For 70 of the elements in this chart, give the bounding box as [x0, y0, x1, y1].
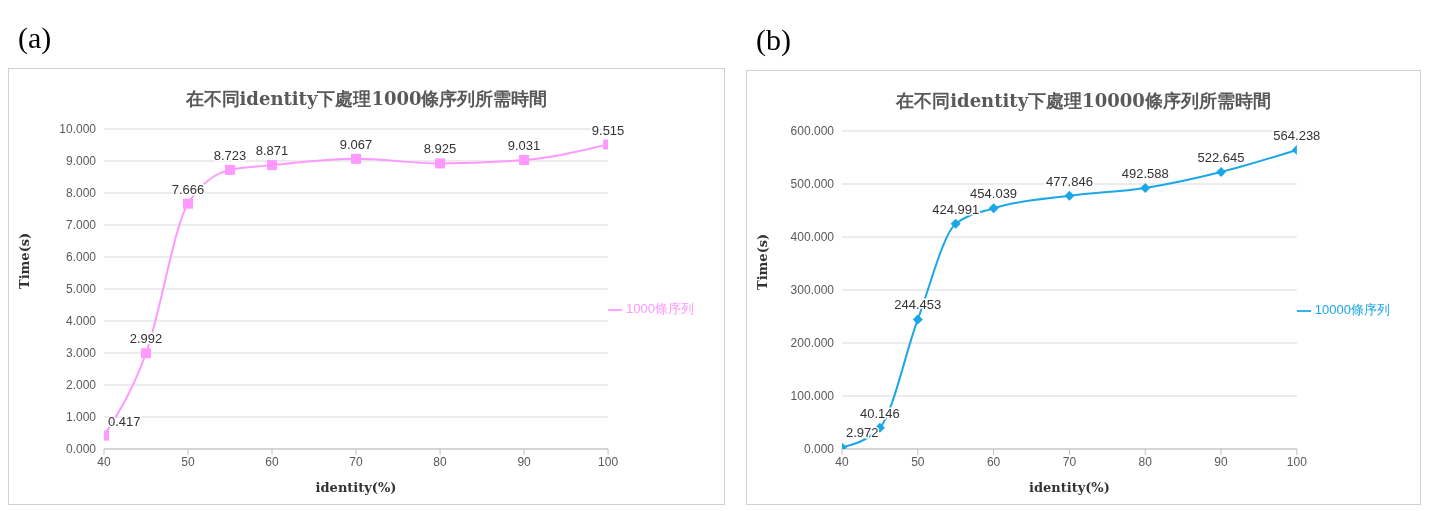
x-tick-label: 80: [433, 454, 448, 469]
chart-title: 在不同identity下處理1000條序列所需時間: [184, 87, 549, 111]
point: [435, 158, 446, 169]
x-tick-label: 70: [349, 454, 364, 469]
y-tick-label: 0.000: [803, 442, 835, 457]
y-tick-label: 5.000: [65, 282, 97, 297]
point: [141, 348, 152, 359]
y-tick-label: 7.000: [65, 218, 97, 233]
y-tick-label: 200.000: [790, 336, 835, 351]
y-tick-label: 3.000: [65, 346, 97, 361]
point: [1216, 167, 1227, 177]
data-label: 0.417: [108, 413, 141, 429]
point: [1064, 190, 1075, 201]
data-label: 8.723: [213, 147, 247, 163]
point: [1140, 182, 1151, 193]
point: [267, 160, 278, 171]
text: (b): [756, 23, 791, 56]
y-tick-label: 2.000: [65, 378, 97, 393]
x-tick-label: 80: [1138, 454, 1153, 469]
y-tick-label: 4.000: [65, 314, 97, 329]
x-tick-label: 70: [1062, 454, 1077, 469]
data-label: 9.515: [591, 122, 625, 138]
data-label: 9.067: [339, 136, 373, 152]
y-tick-label: 400.000: [790, 230, 835, 245]
y-tick-label: 0.000: [65, 442, 97, 457]
y-tick-label: 600.000: [790, 124, 835, 139]
x-tick-label: 60: [265, 454, 280, 469]
data-label: 492.588: [1121, 165, 1169, 181]
point: [183, 198, 194, 209]
x-tick-label: 90: [1214, 454, 1229, 469]
x-tick-label: 60: [986, 454, 1001, 469]
data-label: 522.645: [1197, 150, 1245, 165]
x-tick-label: 100: [1286, 454, 1308, 469]
data-label: 454.039: [970, 186, 1018, 202]
x-tick-label: 50: [911, 454, 925, 469]
data-label: 477.846: [1045, 173, 1093, 189]
x-axis-title: identity(%): [1028, 480, 1110, 495]
data-label: 7.666: [171, 181, 205, 197]
y-tick-label: 10.000: [59, 122, 97, 137]
legend-label: 1000條序列: [626, 301, 694, 316]
data-label: 2.992: [129, 331, 163, 347]
point: [225, 164, 236, 175]
y-tick-label: 500.000: [790, 177, 835, 192]
y-tick-label: 1.000: [65, 410, 97, 425]
x-tick-label: 90: [517, 454, 532, 469]
data-label: 424.991: [932, 201, 980, 217]
data-label: 8.925: [423, 141, 457, 157]
point: [912, 314, 923, 325]
x-tick-label: 50: [181, 454, 196, 469]
y-tick-label: 300.000: [790, 283, 835, 298]
data-label: 564.238: [1273, 127, 1321, 143]
x-axis-title: identity(%): [315, 480, 397, 495]
legend-label: 10000條序列: [1314, 302, 1390, 317]
text: (a): [18, 21, 52, 54]
y-tick-label: 100.000: [790, 389, 835, 404]
y-axis-title: Time(s): [754, 233, 770, 290]
y-tick-label: 8.000: [65, 186, 97, 201]
y-tick-label: 6.000: [65, 250, 97, 265]
point: [950, 218, 961, 229]
x-tick-label: 40: [97, 454, 111, 469]
x-tick-label: 40: [835, 454, 849, 469]
point: [519, 155, 530, 166]
point: [988, 203, 999, 214]
data-label: 9.031: [507, 138, 541, 154]
point: [351, 153, 362, 164]
x-tick-label: 100: [598, 454, 619, 469]
data-label: 8.871: [255, 143, 289, 159]
y-axis-title: Time(s): [16, 232, 32, 289]
chart-title: 在不同identity下處理10000條序列所需時間: [895, 89, 1272, 113]
y-tick-label: 9.000: [65, 154, 97, 169]
